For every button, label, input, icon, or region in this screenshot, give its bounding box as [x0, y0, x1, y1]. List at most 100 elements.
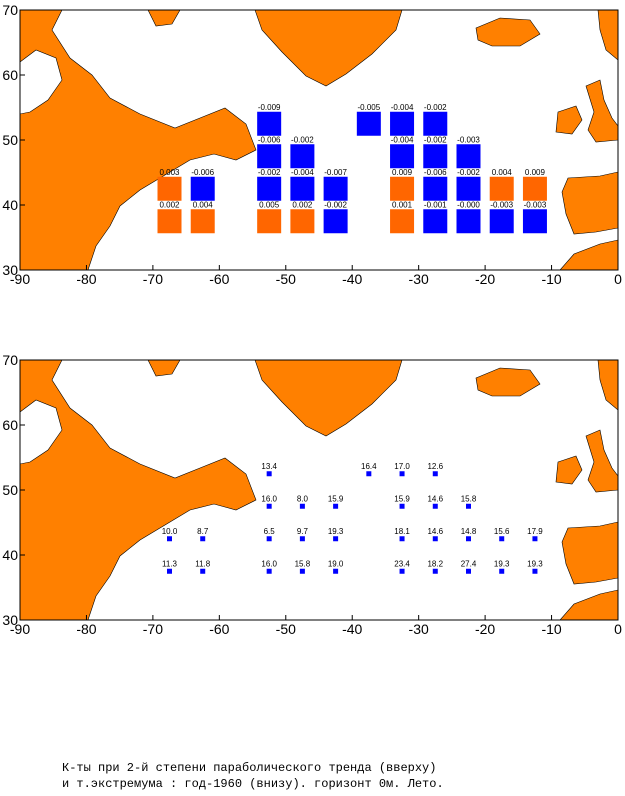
value-label: 10.0: [162, 527, 178, 536]
value-label: 0.003: [159, 168, 180, 177]
value-label: 9.7: [297, 527, 309, 536]
value-label: 19.3: [494, 559, 510, 568]
value-label: -0.002: [457, 168, 480, 177]
value-label: -0.000: [457, 200, 480, 209]
x-tick-label: -60: [209, 271, 229, 287]
value-label: 16.4: [361, 462, 377, 471]
value-label: 15.8: [295, 559, 311, 568]
trend-square: [390, 111, 415, 136]
value-label: 15.8: [461, 494, 477, 503]
y-tick-label: 30: [2, 262, 18, 278]
extremum-point: [432, 536, 438, 542]
x-tick-label: -80: [76, 271, 96, 287]
trend-square: [190, 176, 215, 201]
value-label: 11.3: [162, 559, 178, 568]
extremum-point: [266, 503, 272, 509]
value-label: 11.8: [195, 559, 211, 568]
value-label: 18.1: [394, 527, 410, 536]
value-label: 15.9: [328, 494, 344, 503]
value-label: 0.004: [193, 200, 214, 209]
extremum-point: [266, 568, 272, 574]
x-tick-label: -90: [10, 621, 30, 637]
x-tick-label: -40: [342, 271, 362, 287]
value-label: 19.0: [328, 559, 344, 568]
y-tick-label: 70: [2, 352, 18, 368]
trend-square: [456, 209, 481, 234]
x-tick-label: -70: [143, 621, 163, 637]
value-label: -0.003: [490, 200, 513, 209]
extremum-point: [333, 536, 339, 542]
value-label: 15.9: [394, 494, 410, 503]
value-label: 13.4: [261, 462, 277, 471]
y-tick-label: 40: [2, 547, 18, 563]
extremum-point: [167, 536, 172, 542]
value-label: -0.004: [391, 135, 414, 144]
value-label: 14.6: [427, 527, 443, 536]
value-label: -0.006: [424, 168, 447, 177]
extremum-point: [266, 536, 272, 542]
value-label: -0.003: [524, 200, 547, 209]
value-label: -0.006: [258, 135, 281, 144]
value-label: 19.3: [328, 527, 344, 536]
x-tick-label: 0: [614, 271, 622, 287]
extremum-point: [333, 568, 339, 574]
x-tick-label: -10: [541, 621, 561, 637]
value-label: 17.9: [527, 527, 543, 536]
value-label: -0.007: [324, 168, 347, 177]
trend-square: [257, 111, 282, 136]
value-label: 0.001: [392, 200, 413, 209]
extremum-point: [466, 536, 471, 542]
value-label: 18.2: [427, 559, 443, 568]
extremum-point: [299, 503, 305, 509]
value-label: 16.0: [261, 494, 277, 503]
value-label: 0.005: [259, 200, 280, 209]
trend-square: [522, 209, 547, 234]
x-tick-label: -30: [409, 621, 429, 637]
y-tick-label: 50: [2, 482, 18, 498]
y-tick-label: 70: [2, 2, 18, 18]
value-label: 6.5: [264, 527, 276, 536]
trend-square: [257, 209, 282, 234]
trend-square: [257, 144, 282, 169]
x-tick-label: -50: [276, 271, 296, 287]
trend-square: [257, 176, 282, 201]
y-tick-label: 30: [2, 612, 18, 628]
value-label: 19.3: [527, 559, 543, 568]
value-label: 16.0: [261, 559, 277, 568]
value-label: -0.005: [357, 103, 380, 112]
value-label: 12.6: [427, 462, 443, 471]
extremum-point: [432, 503, 438, 509]
extremum-point: [399, 471, 405, 477]
extremum-point: [200, 536, 206, 542]
value-label: 14.6: [427, 494, 443, 503]
x-tick-label: -40: [342, 621, 362, 637]
value-label: 0.002: [292, 200, 313, 209]
extremum-point: [432, 568, 438, 574]
value-label: 0.002: [159, 200, 180, 209]
trend-square: [423, 176, 448, 201]
value-label: -0.004: [291, 168, 314, 177]
trend-square: [522, 176, 547, 201]
trend-square: [423, 209, 448, 234]
x-tick-label: -30: [409, 271, 429, 287]
caption-line: и т.экстремума : год-1960 (внизу). гориз…: [62, 777, 444, 791]
x-tick-label: -20: [475, 271, 495, 287]
value-label: 27.4: [461, 559, 477, 568]
value-label: 17.0: [394, 462, 410, 471]
trend-square: [323, 176, 348, 201]
value-label: -0.004: [391, 103, 414, 112]
value-label: -0.002: [291, 135, 314, 144]
extremum-point: [167, 568, 172, 574]
extremum-point: [299, 568, 305, 574]
x-tick-label: -80: [76, 621, 96, 637]
value-label: 8.0: [297, 494, 309, 503]
trend-square: [290, 176, 315, 201]
y-tick-label: 60: [2, 417, 18, 433]
trend-square: [456, 144, 481, 169]
value-label: 14.8: [461, 527, 477, 536]
extremum-point: [399, 536, 405, 542]
trend-square: [290, 209, 315, 234]
x-tick-label: -90: [10, 271, 30, 287]
value-label: 0.009: [392, 168, 413, 177]
